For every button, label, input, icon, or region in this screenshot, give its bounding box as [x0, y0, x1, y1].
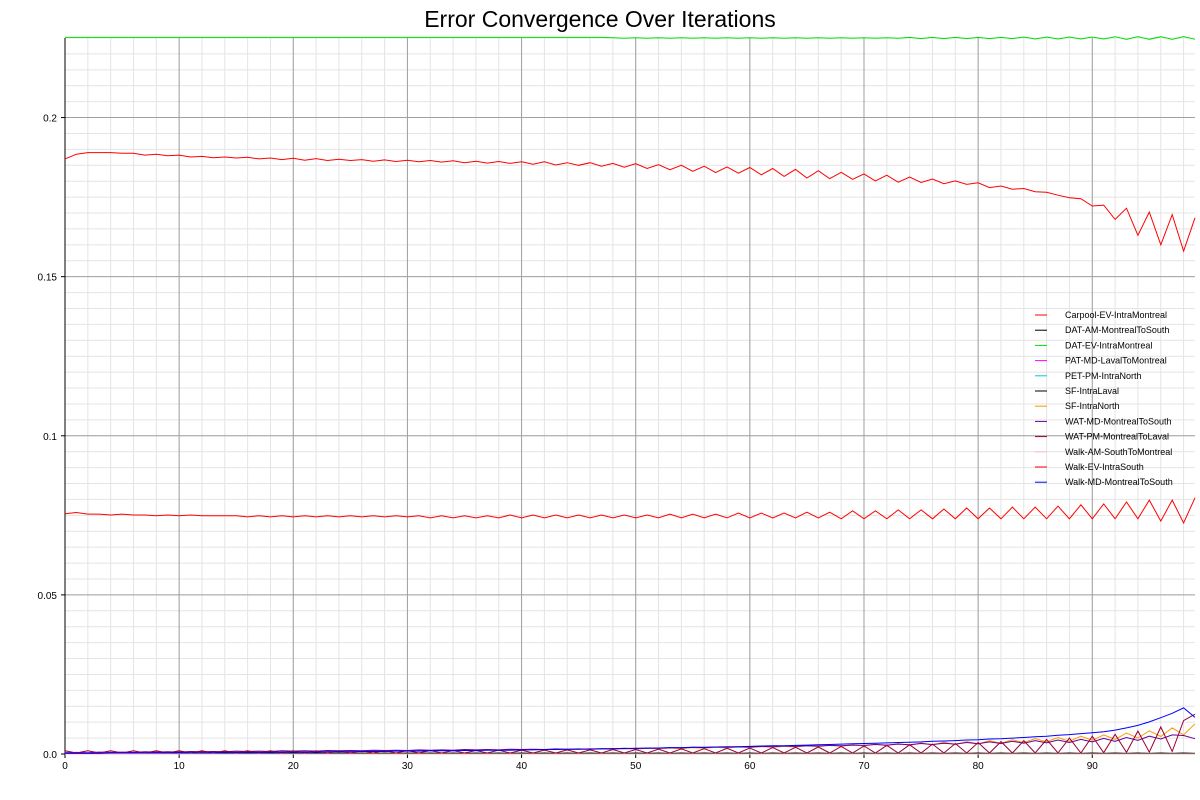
legend-label-dat-ev-intramontreal: DAT-EV-IntraMontreal [1065, 340, 1152, 350]
legend-label-wat-pm-montrealtolaval: WAT-PM-MontrealToLaval [1065, 432, 1169, 442]
x-tick-label: 50 [630, 761, 642, 772]
y-tick-label: 0.05 [38, 591, 58, 602]
y-tick-label: 0.0 [43, 750, 57, 761]
x-tick-label: 90 [1087, 761, 1099, 772]
series-line-carpool-ev-intramontreal [64, 152, 1196, 253]
series-line-wat-pm-montrealtolaval [64, 713, 1196, 754]
x-tick-label: 10 [174, 761, 186, 772]
series-line-walk-ev-intrasouth [64, 497, 1196, 525]
legend-label-carpool-ev-intramontreal: Carpool-EV-IntraMontreal [1065, 310, 1167, 320]
legend-label-pet-pm-intranorth: PET-PM-IntraNorth [1065, 371, 1142, 381]
legend-label-walk-am-southtomontreal: Walk-AM-SouthToMontreal [1065, 447, 1172, 457]
y-tick-label: 0.1 [43, 432, 57, 443]
y-tick-label: 0.2 [43, 114, 57, 125]
x-tick-label: 80 [973, 761, 985, 772]
x-tick-label: 40 [516, 761, 528, 772]
x-tick-label: 30 [402, 761, 414, 772]
series-line-walk-md-montrealtosouth [65, 707, 1196, 754]
legend-label-walk-ev-intrasouth: Walk-EV-IntraSouth [1065, 462, 1144, 472]
x-tick-label: 0 [62, 761, 68, 772]
legend-label-wat-md-montrealtosouth: WAT-MD-MontrealToSouth [1065, 416, 1172, 426]
legend-label-walk-md-montrealtosouth: Walk-MD-MontrealToSouth [1065, 477, 1173, 487]
legend-label-pat-md-lavaltomontreal: PAT-MD-LavalToMontreal [1065, 356, 1167, 366]
x-tick-label: 70 [858, 761, 870, 772]
y-tick-label: 0.15 [38, 273, 58, 284]
chart-title: Error Convergence Over Iterations [424, 6, 776, 32]
x-tick-label: 60 [744, 761, 756, 772]
legend-label-sf-intranorth: SF-IntraNorth [1065, 401, 1120, 411]
x-tick-label: 20 [288, 761, 300, 772]
legend-label-sf-intralaval: SF-IntraLaval [1065, 386, 1119, 396]
series-line-dat-ev-intramontreal [65, 36, 1196, 40]
legend-label-dat-am-montrealtosouth: DAT-AM-MontrealToSouth [1065, 325, 1169, 335]
